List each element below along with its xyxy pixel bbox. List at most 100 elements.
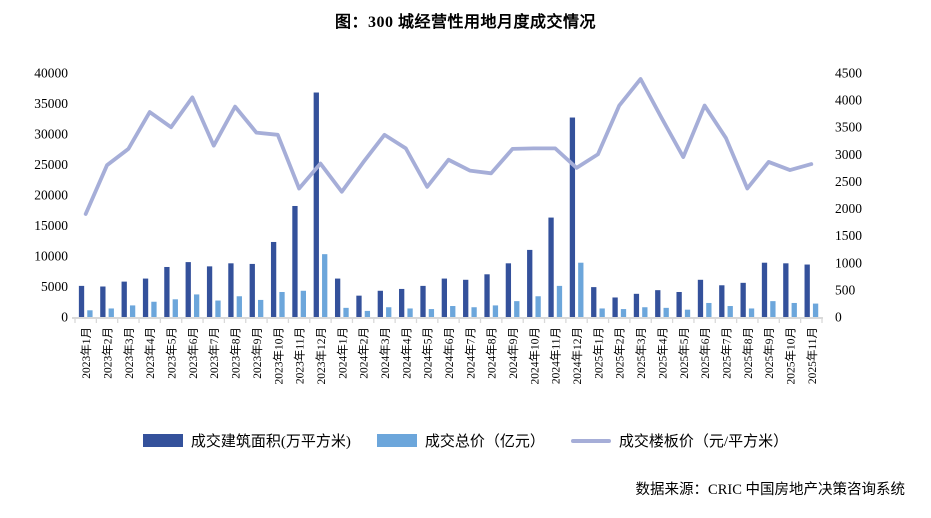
x-axis-label: 2025年10月 [783,327,797,385]
bar-price [770,301,776,317]
bar-price [684,309,691,317]
bar-area [505,263,512,317]
legend-item-floorprice: 成交楼板价（元/平方米） [570,430,789,451]
bar-area [142,278,149,317]
legend-label-floorprice: 成交楼板价（元/平方米） [618,434,789,450]
bar-price [300,290,306,317]
bar-area [78,285,85,317]
bar-price [87,310,93,317]
x-axis-label: 2025年2月 [613,327,627,379]
left-axis-tick: 20000 [34,188,68,203]
legend-item-area: 成交建筑面积(万平方米) [142,430,351,451]
x-axis-label: 2024年9月 [506,327,520,379]
legend-label-price: 成交总价（亿元） [424,434,545,450]
x-axis-label: 2025年6月 [698,327,712,379]
bar-price [343,307,349,317]
bar-area [548,217,554,317]
bar-price [471,307,477,317]
bar-area [655,290,661,317]
bar-area [228,263,234,317]
bar-price [151,301,157,317]
right-axis-tick: 2000 [835,201,862,216]
x-axis-label: 2024年4月 [399,327,413,379]
left-axis-tick: 5000 [41,279,68,294]
bar-price [812,303,819,317]
x-axis-label: 2025年3月 [634,327,648,379]
x-axis-label: 2025年5月 [677,327,691,379]
legend: 成交建筑面积(万平方米) 成交总价（亿元） 成交楼板价（元/平方米） [0,430,931,451]
bar-area [206,266,213,317]
bar-area [185,262,191,317]
bar-price [535,296,541,317]
bar-area [612,297,618,317]
right-axis-tick: 3000 [835,147,862,162]
x-axis-label: 2024年12月 [570,327,584,385]
x-axis-label: 2023年12月 [314,327,328,385]
legend-swatch-price-icon [376,434,417,447]
bar-area [761,262,768,317]
x-axis-label: 2023年2月 [101,327,115,379]
x-axis-label: 2024年7月 [463,327,477,379]
bar-area [420,285,426,317]
source-note: 数据来源：CRIC 中国房地产决策咨询系统 [635,482,905,498]
bar-area [804,264,810,317]
x-axis-label: 2024年6月 [442,327,456,379]
x-axis-label: 2024年10月 [527,327,541,385]
x-axis-label: 2025年7月 [719,327,733,379]
x-axis-label: 2025年9月 [762,327,776,379]
bar-area [676,291,682,317]
right-axis-tick: 0 [835,310,842,325]
bar-price [215,300,221,317]
bar-price [791,302,797,317]
left-axis-tick: 40000 [34,66,68,81]
x-axis-label: 2025年11月 [805,327,819,384]
bar-area [399,288,405,317]
bar-price [514,301,520,317]
right-axis-tick: 4000 [835,93,862,108]
bar-area [249,263,255,317]
bar-area [569,117,576,317]
bar-price [556,285,563,317]
bar-area [527,249,533,317]
bar-area [377,290,383,317]
x-axis-label: 2023年6月 [186,327,200,379]
bar-area [783,263,789,317]
floor-price-line [83,77,814,216]
x-axis-label: 2023年4月 [143,327,157,379]
bar-area [121,281,127,317]
bar-price [364,310,371,317]
x-axis-label: 2023年5月 [165,327,179,379]
right-axis-tick: 4500 [835,66,862,81]
left-axis-tick: 25000 [34,157,68,172]
x-axis-label: 2024年5月 [421,327,435,379]
bar-area [334,278,341,317]
x-axis-label: 2024年2月 [357,327,371,379]
left-axis-tick: 15000 [34,218,68,233]
left-axis-tick: 0 [61,310,68,325]
right-axis-tick: 3500 [835,120,862,135]
bar-area [591,287,597,317]
bar-price [407,308,413,317]
bar-area [633,293,640,317]
left-axis-tick: 30000 [34,127,68,142]
bar-price [642,307,648,317]
bar-price [108,308,114,317]
combo-chart: 0500010000150002000025000300003500040000… [34,66,862,385]
x-axis-label: 2024年3月 [378,327,392,379]
bar-price [236,296,242,317]
bar-price [620,309,627,317]
bar-area [100,286,106,317]
bar-price [578,262,584,317]
right-axis-tick: 1500 [835,228,862,243]
bar-price [748,308,755,317]
left-axis-tick: 10000 [34,249,68,264]
bar-price [727,306,733,317]
x-axis-label: 2025年1月 [591,327,605,379]
x-axis-label: 2023年11月 [293,327,307,384]
bar-price [258,299,264,317]
bar-area [740,282,746,317]
legend-label-area: 成交建筑面积(万平方米) [190,434,351,450]
bar-area [484,274,490,317]
x-axis-label: 2023年7月 [207,327,221,379]
